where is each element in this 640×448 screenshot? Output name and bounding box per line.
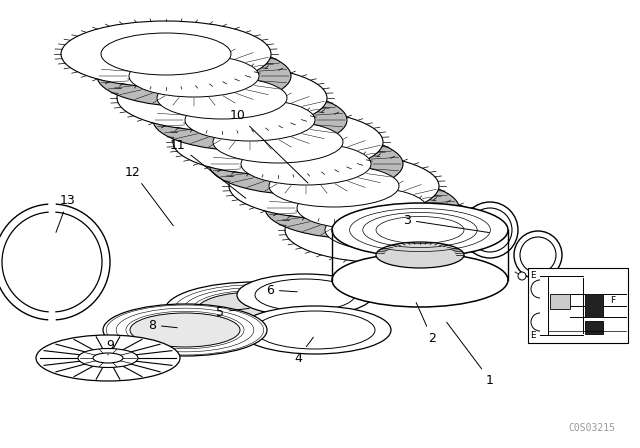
- Text: E: E: [530, 331, 536, 340]
- Text: 1: 1: [447, 322, 494, 387]
- Text: 12: 12: [125, 165, 173, 226]
- Ellipse shape: [2, 212, 102, 312]
- Text: 13: 13: [56, 194, 76, 233]
- Ellipse shape: [237, 274, 373, 316]
- Ellipse shape: [129, 55, 259, 97]
- Ellipse shape: [197, 292, 313, 328]
- Text: 9: 9: [106, 339, 114, 355]
- Text: E: E: [530, 271, 536, 280]
- Text: C0S03215: C0S03215: [568, 423, 615, 433]
- Ellipse shape: [36, 335, 180, 381]
- Ellipse shape: [265, 177, 459, 239]
- Ellipse shape: [153, 89, 347, 151]
- Ellipse shape: [376, 242, 464, 268]
- Ellipse shape: [209, 133, 403, 195]
- Text: 3: 3: [403, 214, 489, 233]
- Ellipse shape: [325, 209, 455, 251]
- Ellipse shape: [130, 313, 240, 347]
- Ellipse shape: [241, 143, 371, 185]
- Ellipse shape: [213, 121, 343, 163]
- Text: F: F: [610, 296, 615, 305]
- Ellipse shape: [285, 197, 495, 263]
- Ellipse shape: [173, 109, 383, 175]
- Ellipse shape: [269, 165, 399, 207]
- Ellipse shape: [255, 279, 355, 311]
- Ellipse shape: [78, 349, 138, 367]
- Text: 11: 11: [170, 138, 246, 198]
- Bar: [550, 294, 570, 309]
- Ellipse shape: [239, 306, 391, 354]
- Ellipse shape: [117, 65, 327, 131]
- Ellipse shape: [468, 208, 512, 252]
- Ellipse shape: [229, 153, 439, 219]
- Ellipse shape: [332, 253, 508, 307]
- Ellipse shape: [297, 187, 427, 229]
- Text: 2: 2: [416, 302, 436, 345]
- Ellipse shape: [332, 203, 508, 257]
- Ellipse shape: [93, 353, 123, 363]
- Ellipse shape: [97, 45, 291, 107]
- Ellipse shape: [255, 311, 375, 349]
- Text: 8: 8: [148, 319, 177, 332]
- Bar: [585, 320, 603, 334]
- Ellipse shape: [520, 237, 556, 273]
- Ellipse shape: [462, 202, 518, 258]
- Ellipse shape: [518, 272, 526, 280]
- Text: 6: 6: [266, 284, 297, 297]
- Ellipse shape: [101, 33, 231, 75]
- Text: 10: 10: [230, 108, 308, 183]
- Ellipse shape: [185, 99, 315, 141]
- Ellipse shape: [61, 21, 271, 87]
- Ellipse shape: [165, 282, 345, 338]
- Bar: [585, 294, 603, 317]
- Text: 4: 4: [294, 337, 314, 365]
- Ellipse shape: [103, 304, 267, 356]
- Ellipse shape: [157, 77, 287, 119]
- Wedge shape: [49, 202, 55, 262]
- Wedge shape: [49, 262, 55, 322]
- Bar: [528, 268, 628, 343]
- Ellipse shape: [0, 204, 110, 320]
- Text: 5: 5: [216, 306, 249, 319]
- Ellipse shape: [514, 231, 562, 279]
